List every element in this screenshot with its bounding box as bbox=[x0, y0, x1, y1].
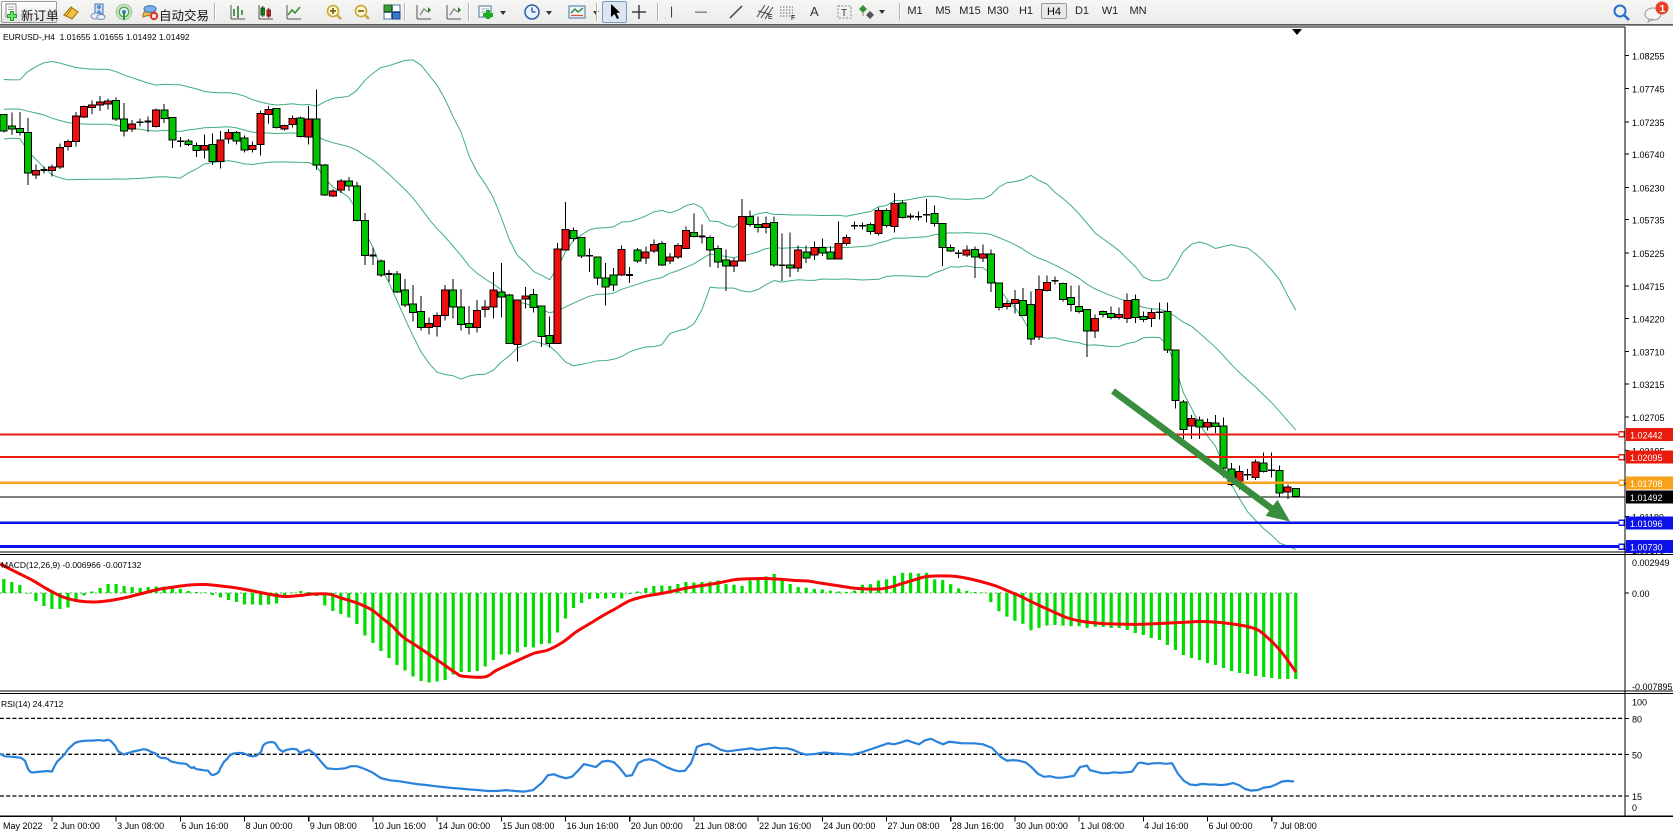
svg-text:20 Jun 00:00: 20 Jun 00:00 bbox=[631, 821, 683, 831]
svg-text:0.00: 0.00 bbox=[1632, 589, 1650, 599]
svg-text:9 Jun 08:00: 9 Jun 08:00 bbox=[310, 821, 357, 831]
svg-text:8 Jun 00:00: 8 Jun 00:00 bbox=[246, 821, 293, 831]
svg-text:24 Jun 00:00: 24 Jun 00:00 bbox=[823, 821, 875, 831]
svg-text:1.02442: 1.02442 bbox=[1630, 430, 1663, 440]
svg-text:1.02705: 1.02705 bbox=[1632, 413, 1665, 423]
svg-text:21 Jun 08:00: 21 Jun 08:00 bbox=[695, 821, 747, 831]
svg-text:1.06740: 1.06740 bbox=[1632, 150, 1665, 160]
svg-text:1.05735: 1.05735 bbox=[1632, 216, 1665, 226]
svg-text:F: F bbox=[791, 15, 795, 21]
svg-text:0.002949: 0.002949 bbox=[1632, 558, 1670, 568]
svg-text:7 Jul 08:00: 7 Jul 08:00 bbox=[1273, 821, 1317, 831]
svg-text:100: 100 bbox=[1632, 698, 1647, 708]
svg-text:E: E bbox=[768, 14, 773, 21]
svg-text:4 Jul 16:00: 4 Jul 16:00 bbox=[1144, 821, 1188, 831]
svg-text:1 Jul 08:00: 1 Jul 08:00 bbox=[1080, 821, 1124, 831]
svg-text:0: 0 bbox=[1632, 803, 1637, 813]
svg-text:1.04715: 1.04715 bbox=[1632, 282, 1665, 292]
svg-text:30 Jun 00:00: 30 Jun 00:00 bbox=[1016, 821, 1068, 831]
svg-text:10 Jun 16:00: 10 Jun 16:00 bbox=[374, 821, 426, 831]
svg-text:T: T bbox=[841, 8, 847, 19]
svg-text:1.01708: 1.01708 bbox=[1630, 479, 1663, 489]
svg-text:22 Jun 16:00: 22 Jun 16:00 bbox=[759, 821, 811, 831]
svg-text:1.06230: 1.06230 bbox=[1632, 183, 1665, 193]
svg-text:MACD(12,26,9) -0.006966 -0.007: MACD(12,26,9) -0.006966 -0.007132 bbox=[1, 560, 142, 570]
svg-text:1.01096: 1.01096 bbox=[1630, 519, 1663, 529]
svg-text:15: 15 bbox=[1632, 792, 1642, 802]
svg-text:May 2022: May 2022 bbox=[3, 821, 43, 831]
svg-text:1.07235: 1.07235 bbox=[1632, 118, 1665, 128]
svg-text:1.02095: 1.02095 bbox=[1630, 453, 1663, 463]
svg-text:6 Jul 00:00: 6 Jul 00:00 bbox=[1209, 821, 1253, 831]
svg-text:1.04220: 1.04220 bbox=[1632, 314, 1665, 324]
svg-text:2 Jun 00:00: 2 Jun 00:00 bbox=[53, 821, 100, 831]
svg-text:1.07745: 1.07745 bbox=[1632, 85, 1665, 95]
svg-text:50: 50 bbox=[1632, 750, 1642, 760]
svg-text:14 Jun 00:00: 14 Jun 00:00 bbox=[438, 821, 490, 831]
svg-text:-0.007895: -0.007895 bbox=[1632, 682, 1673, 692]
svg-text:1: 1 bbox=[1660, 3, 1666, 15]
svg-text:16 Jun 16:00: 16 Jun 16:00 bbox=[567, 821, 619, 831]
svg-text:6 Jun 16:00: 6 Jun 16:00 bbox=[181, 821, 228, 831]
svg-text:3 Jun 08:00: 3 Jun 08:00 bbox=[117, 821, 164, 831]
svg-text:1.08255: 1.08255 bbox=[1632, 51, 1665, 61]
svg-text:1.03710: 1.03710 bbox=[1632, 348, 1665, 358]
svg-text:80: 80 bbox=[1632, 714, 1642, 724]
svg-text:1.03215: 1.03215 bbox=[1632, 380, 1665, 390]
svg-text:1.00730: 1.00730 bbox=[1630, 543, 1663, 553]
svg-text:RSI(14) 24.4712: RSI(14) 24.4712 bbox=[1, 699, 64, 709]
svg-text:EURUSD-,H4 1.01655 1.01655 1.: EURUSD-,H4 1.01655 1.01655 1.01492 1.014… bbox=[3, 32, 190, 42]
svg-text:27 Jun 08:00: 27 Jun 08:00 bbox=[888, 821, 940, 831]
svg-text:1.01492: 1.01492 bbox=[1630, 493, 1663, 503]
svg-text:15 Jun 08:00: 15 Jun 08:00 bbox=[502, 821, 554, 831]
svg-text:1.05225: 1.05225 bbox=[1632, 249, 1665, 259]
svg-text:28 Jun 16:00: 28 Jun 16:00 bbox=[952, 821, 1004, 831]
